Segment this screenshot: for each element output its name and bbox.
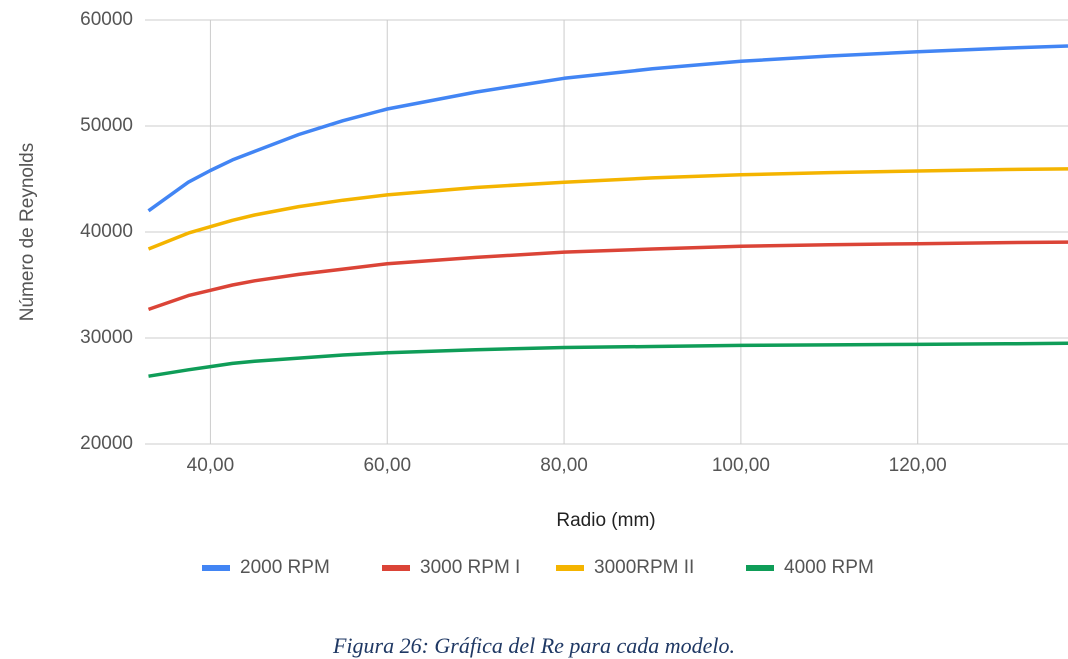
series-line bbox=[147, 240, 1068, 312]
legend-label: 4000 RPM bbox=[784, 557, 874, 578]
series-line bbox=[147, 167, 1068, 251]
legend-swatch bbox=[556, 565, 584, 571]
legend-label: 3000RPM II bbox=[594, 557, 694, 578]
legend-swatch bbox=[202, 565, 230, 571]
caption: Figura 26: Gráfica del Re para cada mode… bbox=[332, 633, 735, 658]
x-tick-label: 80,00 bbox=[540, 455, 588, 476]
legend-label: 3000 RPM I bbox=[420, 557, 520, 578]
y-axis-title: Número de Reynolds bbox=[17, 143, 38, 321]
series-line bbox=[147, 44, 1068, 213]
x-tick-label: 120,00 bbox=[889, 455, 947, 476]
x-tick-label: 60,00 bbox=[363, 455, 411, 476]
x-tick-label: 40,00 bbox=[187, 455, 235, 476]
legend-swatch bbox=[746, 565, 774, 571]
y-tick-label: 40000 bbox=[80, 221, 133, 242]
y-tick-label: 30000 bbox=[80, 327, 133, 348]
y-tick-label: 60000 bbox=[80, 9, 133, 30]
legend-label: 2000 RPM bbox=[240, 557, 330, 578]
x-axis-title: Radio (mm) bbox=[556, 510, 655, 531]
y-tick-label: 20000 bbox=[80, 433, 133, 454]
x-tick-label: 100,00 bbox=[712, 455, 770, 476]
series-line bbox=[148, 341, 1068, 378]
y-tick-label: 50000 bbox=[80, 115, 133, 136]
legend-swatch bbox=[382, 565, 410, 571]
